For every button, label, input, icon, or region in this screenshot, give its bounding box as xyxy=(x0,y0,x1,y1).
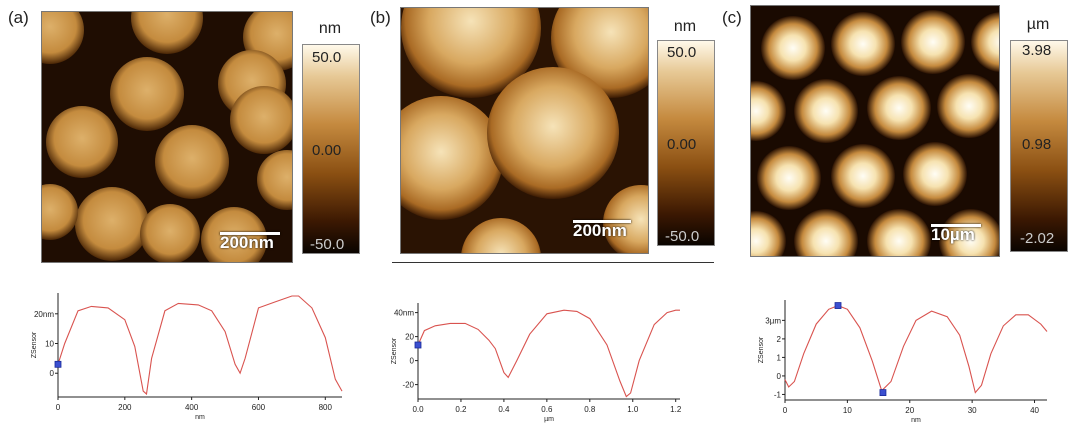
y-axis-label: ZSensor xyxy=(31,331,38,358)
x-axis-label: µm xyxy=(544,416,554,423)
colorbar-c-top: 3.98 xyxy=(1022,42,1052,59)
x-axis-label: nm xyxy=(195,414,205,421)
y-tick-label: -20 xyxy=(402,381,414,390)
afm-image-c-svg xyxy=(751,6,999,256)
afm-image-b-svg xyxy=(401,8,648,253)
x-tick-label: 0.4 xyxy=(498,405,510,414)
profile-plot-a: 20nm 10 0 0 200 400 600 800 nm ZSensor xyxy=(31,293,343,421)
colorbar-b-mid: 0.00 xyxy=(667,136,697,153)
x-tick-label: 0.6 xyxy=(541,405,553,414)
colorbar-a-mid: 0.00 xyxy=(312,142,342,159)
profile-line xyxy=(417,309,680,398)
x-tick-label: 0.0 xyxy=(412,405,424,414)
scalebar-a-label: 200nm xyxy=(220,233,274,252)
afm-image-b: 200nm xyxy=(400,7,649,254)
panel-label-c: (c) xyxy=(722,8,742,27)
y-tick-label: 20nm xyxy=(34,310,54,319)
cursor-marker xyxy=(414,341,422,349)
colorbar-b: nm 50.0 0.00 -50.0 xyxy=(655,14,715,254)
colorbar-a-gradient xyxy=(302,44,360,254)
colorbar-c-gradient xyxy=(1010,40,1068,252)
colorbar-c-bottom: -2.02 xyxy=(1020,230,1055,247)
y-axis-label: ZSensor xyxy=(758,336,765,363)
profile-plot-b: 40nm 20 0 -20 0.0 0.2 0.4 0.6 0.8 1.0 1.2 µm ZSensor xyxy=(391,303,682,423)
cursor-marker xyxy=(834,302,842,309)
y-tick-label: 1 xyxy=(777,353,782,362)
profile-line xyxy=(784,305,1048,394)
panel-label-b: (b) xyxy=(370,8,391,27)
scalebar-b-label: 200nm xyxy=(573,221,627,240)
x-tick-label: 400 xyxy=(185,403,199,412)
colorbar-b-unit: nm xyxy=(673,18,697,35)
x-tick-label: 0.8 xyxy=(584,405,596,414)
colorbar-b-top: 50.0 xyxy=(667,44,697,61)
panel-divider xyxy=(392,262,714,263)
x-tick-label: 600 xyxy=(252,403,266,412)
y-tick-label: 20 xyxy=(405,333,414,342)
x-tick-label: 0 xyxy=(783,406,788,415)
afm-image-c: 10µm xyxy=(750,5,1000,257)
colorbar-c-unit: µm xyxy=(1026,16,1050,33)
y-tick-label: -1 xyxy=(774,390,782,399)
cursor-marker xyxy=(54,360,62,368)
x-tick-label: 800 xyxy=(319,403,333,412)
scalebar-c-label: 10µm xyxy=(931,225,975,244)
x-tick-label: 10 xyxy=(843,406,852,415)
x-tick-label: 1.2 xyxy=(670,405,682,414)
colorbar-c-mid: 0.98 xyxy=(1022,136,1052,153)
y-tick-label: 2 xyxy=(777,335,782,344)
x-tick-label: 20 xyxy=(905,406,914,415)
cursor-marker xyxy=(879,389,887,396)
afm-image-a: 200nm xyxy=(41,11,293,263)
y-axis-label: ZSensor xyxy=(391,337,398,364)
scalebar-c: 10µm xyxy=(931,224,981,244)
afm-image-a-svg xyxy=(42,12,292,262)
colorbar-a-top: 50.0 xyxy=(312,49,342,66)
x-tick-label: 40 xyxy=(1030,406,1039,415)
y-tick-label: 3µm xyxy=(765,316,781,325)
colorbar-b-bottom: -50.0 xyxy=(665,228,700,245)
x-tick-label: 200 xyxy=(118,403,132,412)
y-tick-label: 0 xyxy=(50,369,55,378)
colorbar-a-unit: nm xyxy=(318,20,342,37)
profile-line xyxy=(57,295,343,396)
y-tick-label: 10 xyxy=(45,340,54,349)
x-tick-label: 0.2 xyxy=(455,405,467,414)
x-tick-label: 0 xyxy=(56,403,61,412)
scalebar-b: 200nm xyxy=(573,220,631,240)
colorbar-c: µm 3.98 0.98 -2.02 xyxy=(1008,16,1068,256)
x-axis-label: nm xyxy=(911,417,921,424)
y-tick-label: 0 xyxy=(410,357,415,366)
y-tick-label: 0 xyxy=(777,372,782,381)
colorbar-a: nm 50.0 0.00 -50.0 xyxy=(300,20,360,260)
x-tick-label: 30 xyxy=(968,406,977,415)
y-tick-label: 40nm xyxy=(394,309,414,318)
panel-label-a: (a) xyxy=(8,8,29,27)
x-tick-label: 1.0 xyxy=(627,405,639,414)
scalebar-a: 200nm xyxy=(220,232,280,252)
colorbar-a-bottom: -50.0 xyxy=(310,236,345,253)
colorbar-b-gradient xyxy=(657,40,715,246)
